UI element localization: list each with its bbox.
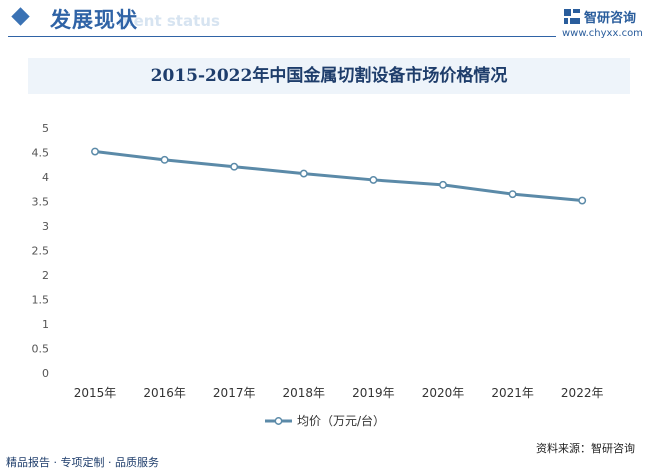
x-tick-label: 2019年: [352, 386, 395, 400]
data-point: [369, 175, 378, 184]
header-ghost-text: ment status: [118, 12, 220, 30]
x-tick-label: 2022年: [561, 386, 604, 400]
y-tick-label: 4.5: [32, 147, 50, 160]
y-tick-label: 1.5: [32, 294, 50, 307]
data-point: [578, 196, 587, 205]
footer-slogan: 精品报告 · 专项定制 · 品质服务: [6, 456, 159, 469]
data-point: [439, 180, 447, 189]
series-layer: [91, 147, 587, 205]
y-tick-label: 5: [42, 122, 49, 135]
y-tick-label: 0.5: [32, 343, 50, 356]
x-tick-label: 2015年: [74, 386, 117, 400]
chyxx-logo-icon: [564, 9, 580, 24]
brand-name: 智研咨询: [584, 11, 637, 26]
section-header: ment status 发展现状 智研咨询 www.chyxx.com: [0, 0, 658, 44]
y-tick-label: 0: [42, 367, 49, 380]
y-tick-label: 2.5: [32, 245, 50, 258]
section-title: 发展现状: [50, 8, 138, 32]
x-tick-label: 2017年: [213, 386, 256, 400]
header-divider: [8, 36, 556, 37]
y-tick-label: 2: [42, 269, 49, 282]
y-tick-label: 4: [42, 171, 49, 184]
chart-title-band: 2015-2022年中国金属切割设备市场价格情况: [28, 58, 630, 94]
x-tick-label: 2021年: [491, 386, 534, 400]
y-axis-ticks: 0 0.5 1 1.5 2 2.5 3 3.5 4 4.5 5: [32, 122, 50, 380]
x-tick-label: 2018年: [283, 386, 326, 400]
brand-url: www.chyxx.com: [562, 28, 643, 39]
data-point: [230, 162, 239, 171]
data-point: [91, 147, 99, 156]
x-axis-ticks: 2015年 2016年 2017年 2018年 2019年 2020年 2021年 2022年: [74, 386, 604, 400]
chart-title: 2015-2022年中国金属切割设备市场价格情况: [150, 66, 508, 86]
data-point: [299, 169, 308, 178]
x-tick-label: 2016年: [143, 386, 186, 400]
legend-label: 均价（万元/台）: [297, 413, 385, 428]
y-tick-label: 1: [42, 318, 49, 331]
legend-marker: [274, 417, 283, 425]
y-tick-label: 3: [42, 220, 49, 233]
y-tick-label: 3.5: [32, 196, 50, 209]
data-point: [160, 155, 169, 164]
legend: 均价（万元/台）: [265, 413, 385, 428]
x-tick-label: 2020年: [422, 386, 465, 400]
data-point: [508, 190, 517, 199]
data-source: 资料来源：智研咨询: [536, 442, 635, 455]
series-line: [93, 150, 584, 203]
